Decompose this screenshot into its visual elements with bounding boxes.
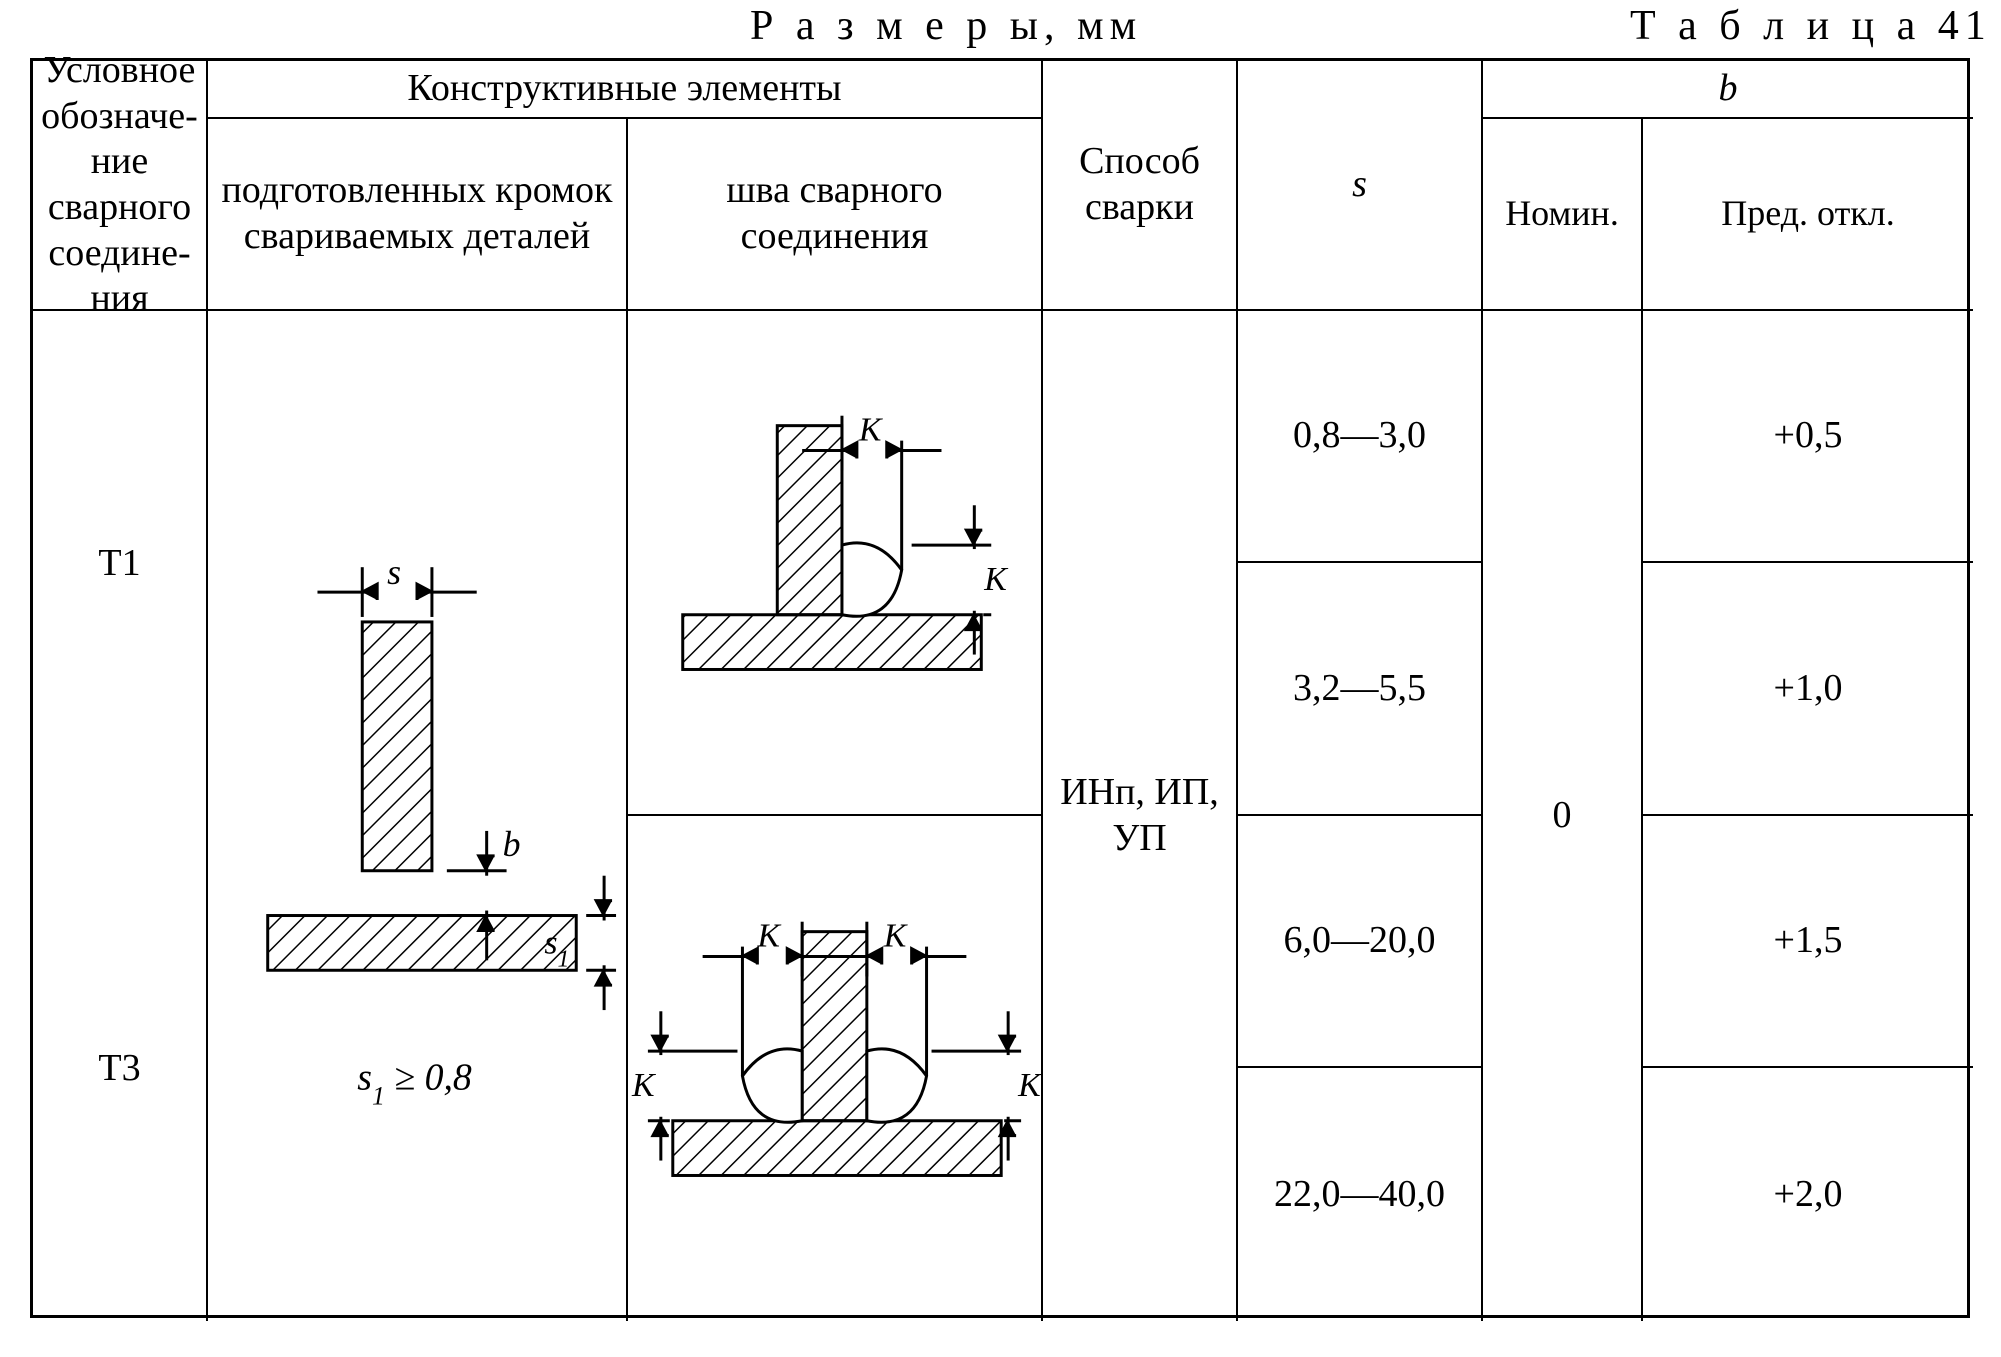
s-value-4: 22,0—40,0 xyxy=(1238,1068,1483,1321)
page: Р а з м е р ы, мм Т а б л и ц а 41 Услов… xyxy=(0,0,2001,1357)
welding-method-cell: ИНп, ИП, УП xyxy=(1043,311,1238,1321)
label-k-h: K xyxy=(858,412,884,449)
page-title-dimensions: Р а з м е р ы, мм xyxy=(750,2,1142,50)
header-s: s xyxy=(1238,61,1483,311)
header-designation: Условное обозначе­ние сварного соедине­н… xyxy=(33,61,208,311)
header-b: b xyxy=(1483,61,1973,119)
label-k-vr: K xyxy=(1017,1067,1041,1104)
header-deviation: Пред. откл. xyxy=(1643,119,1973,311)
b-dev-1: +0,5 xyxy=(1643,311,1973,563)
label-k-vl: K xyxy=(631,1067,657,1104)
header-weld-seam: шва сварного соединения xyxy=(628,119,1043,311)
b-dev-3: +1,5 xyxy=(1643,816,1973,1068)
diagram-prepared-edges: s b xyxy=(208,311,628,1321)
s-value-1: 0,8—3,0 xyxy=(1238,311,1483,563)
b-nominal-cell: 0 xyxy=(1483,311,1643,1321)
row-label-t3: Т3 xyxy=(33,816,208,1321)
header-nominal: Номин. xyxy=(1483,119,1643,311)
weld-t1-svg: K K xyxy=(628,310,1041,815)
label-k-hl: K xyxy=(756,918,782,955)
s-value-2: 3,2—5,5 xyxy=(1238,563,1483,816)
welding-table: Условное обозначе­ние сварного соедине­н… xyxy=(30,58,1970,1318)
row-label-t1: Т1 xyxy=(33,311,208,816)
header-constructive: Конструктивные элементы xyxy=(208,61,1043,119)
b-dev-4: +2,0 xyxy=(1643,1068,1973,1321)
b-dev-2: +1,0 xyxy=(1643,563,1973,816)
label-s: s xyxy=(387,552,401,592)
weld-t3-svg: K K xyxy=(628,816,1041,1321)
prep-edges-svg: s b xyxy=(208,311,626,1321)
page-title-table-number: Т а б л и ц а 41 xyxy=(1630,2,1992,50)
diagram-weld-t1: K K xyxy=(628,311,1043,816)
label-b: b xyxy=(503,824,521,864)
diagram-weld-t3: K K xyxy=(628,816,1043,1321)
header-welding-method: Способ сварки xyxy=(1043,61,1238,311)
label-k-v: K xyxy=(983,561,1009,598)
s-value-3: 6,0—20,0 xyxy=(1238,816,1483,1068)
header-prepared-edges: подготовленных кромок свариваемых детале… xyxy=(208,119,628,311)
label-k-hr: K xyxy=(883,918,909,955)
footnote-s1: s1 ≥ 0,8 xyxy=(357,1057,472,1111)
